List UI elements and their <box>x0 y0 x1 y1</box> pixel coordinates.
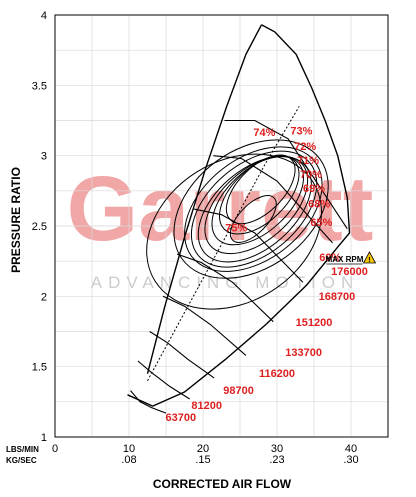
speed-line <box>193 208 304 283</box>
efficiency-island <box>229 195 277 243</box>
x-tick-label-kg: .30 <box>343 454 358 466</box>
y-tick-label: 4 <box>41 10 47 22</box>
x-tick-label-lbs: 40 <box>345 443 357 455</box>
speed-label: 168700 <box>319 291 356 303</box>
y-tick-label: 1.5 <box>32 362 47 374</box>
speed-label: 116200 <box>259 368 295 380</box>
grid <box>54 14 389 438</box>
efficiency-island <box>184 146 323 272</box>
efficiency-label: 60% <box>319 252 341 264</box>
x-tick-label-kg: .23 <box>269 454 284 466</box>
speed-line <box>162 295 247 356</box>
surge-line <box>146 24 263 374</box>
efficiency-label: 68% <box>308 198 330 210</box>
efficiency-island <box>173 139 329 279</box>
speed-label: 63700 <box>166 412 197 424</box>
speed-label: 151200 <box>296 317 333 329</box>
speed-label: 133700 <box>285 347 322 359</box>
efficiency-island <box>219 155 300 235</box>
efficiency-island <box>146 153 322 310</box>
y-axis-title: PRESSURE RATIO <box>9 167 23 273</box>
x-tick-label-kg: .15 <box>195 454 210 466</box>
x-unit-kg-label: KG/SEC <box>6 456 37 465</box>
efficiency-island <box>211 156 305 246</box>
peak-efficiency-line <box>147 106 300 381</box>
speed-line <box>137 360 190 400</box>
y-tick-label: 3 <box>41 151 47 163</box>
x-tick-label-lbs: 0 <box>52 443 58 455</box>
x-axis-title: CORRECTED AIR FLOW <box>153 477 292 491</box>
efficiency-label: 71% <box>297 155 319 167</box>
efficiency-label: 69% <box>303 183 325 195</box>
efficiency-label: 72% <box>294 141 316 153</box>
watermark-sub-text: ADVANCING MOTION <box>91 273 360 292</box>
y-tick-label: 2.5 <box>32 221 47 233</box>
y-tick-label: 3.5 <box>32 80 47 92</box>
axes: PRESSURE RATIO CORRECTED AIR FLOW LBS/MI… <box>6 10 359 491</box>
x-tick-label-lbs: 10 <box>123 443 135 455</box>
speed-line <box>130 390 167 414</box>
efficiency-label: 70% <box>300 169 322 181</box>
speed-line <box>224 119 348 230</box>
speed-line <box>149 331 215 379</box>
x-tick-label-lbs: 20 <box>197 443 209 455</box>
speed-label: 81200 <box>191 400 222 412</box>
choke-boundary-line <box>127 24 351 407</box>
x-tick-label-lbs: 30 <box>271 443 283 455</box>
efficiency-label: 73% <box>290 125 312 137</box>
plot-labels: 74% 73% 72% 71% 70% 69% 68% 65% 60% 75% 6370081200… <box>166 125 377 424</box>
watermark: Garrett ADVANCING MOTION <box>67 158 374 292</box>
efficiency-island <box>204 155 309 255</box>
y-tick-label: 2 <box>41 291 47 303</box>
y-tick-label: 1 <box>41 432 47 444</box>
plot-frame <box>54 14 389 438</box>
max-rpm-label: MAX RPM <box>326 255 364 264</box>
efficiency-label: 75% <box>225 222 247 234</box>
speed-label: 176000 <box>331 266 368 278</box>
speed-line <box>213 155 333 244</box>
efficiency-label: 74% <box>253 127 275 139</box>
speed-line <box>176 253 274 323</box>
plot-lines <box>127 24 351 414</box>
x-tick-label-kg: .08 <box>121 454 136 466</box>
efficiency-island <box>190 150 318 268</box>
x-unit-lbs-label: LBS/MIN <box>6 445 39 454</box>
warning-icon-mark: ! <box>368 257 370 264</box>
speed-label: 98700 <box>223 385 254 397</box>
warning-icon <box>362 251 377 264</box>
efficiency-label: 65% <box>310 217 332 229</box>
